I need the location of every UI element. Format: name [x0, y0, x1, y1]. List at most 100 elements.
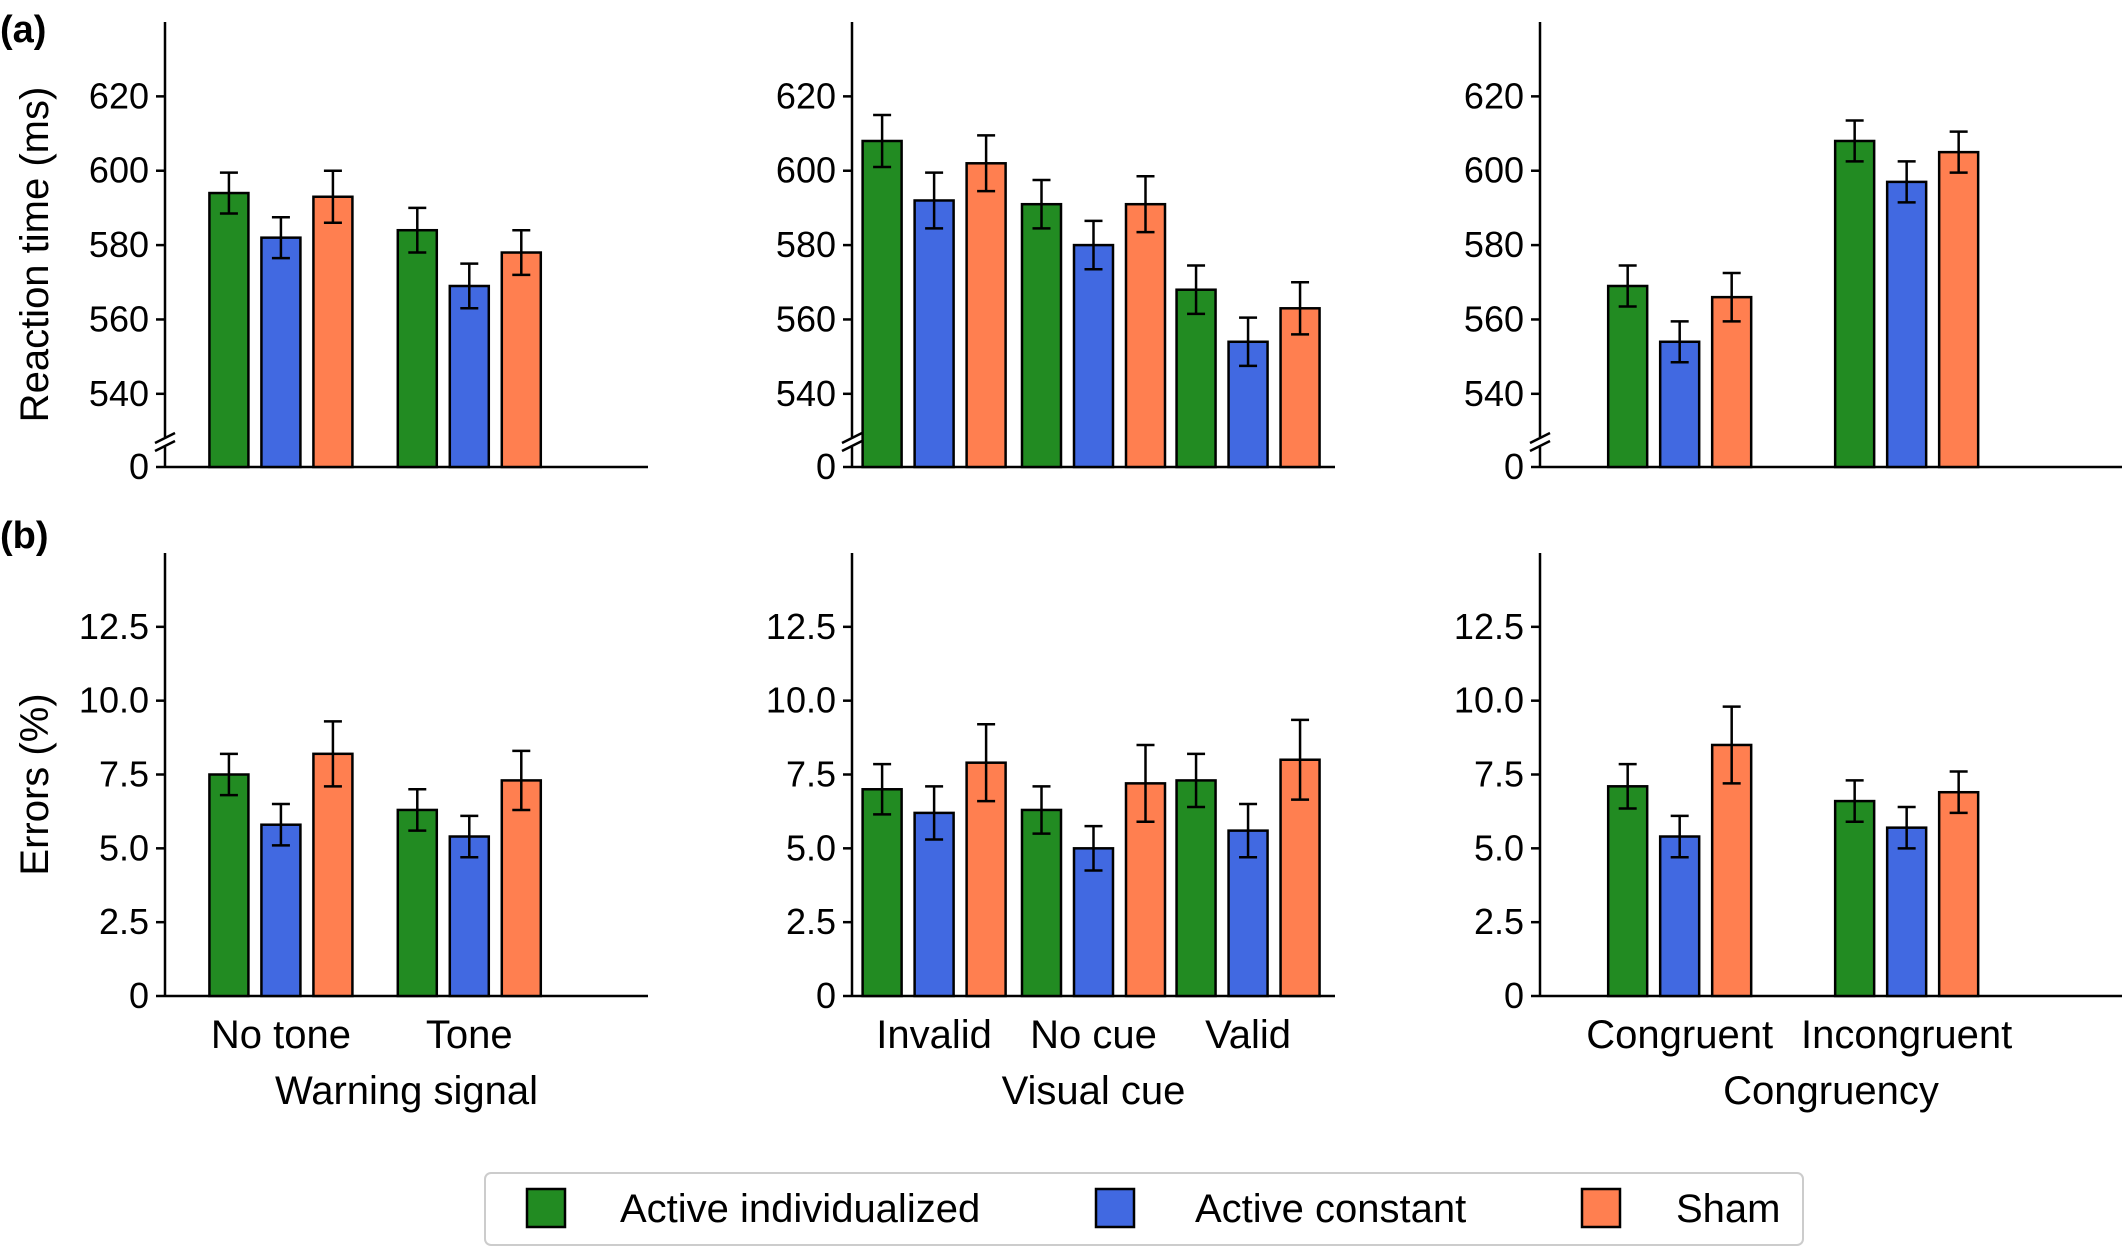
legend-label-active-individualized: Active individualized: [620, 1187, 980, 1231]
panel-a1-y-tick-label: 620: [89, 75, 149, 116]
panel-b1-bar-no-tone-2: [312, 752, 354, 998]
panel-a3-bar-incongruent-0: [1833, 139, 1876, 469]
panel-a2-bar-invalid-2: [965, 162, 1007, 469]
panel-a1-bar-tone-2: [500, 251, 543, 469]
panel-b1-y-tick-label: 5.0: [99, 827, 149, 868]
legend-label-sham: Sham: [1676, 1187, 1781, 1231]
panel-b1-x-tick-label: No tone: [211, 1013, 351, 1057]
legend-frame: [484, 1172, 1804, 1246]
panel-b1-bar-tone-0: [396, 808, 439, 998]
panel-b1-x-tick-label: Tone: [426, 1013, 513, 1057]
panel-b2-x-tick-label: Invalid: [876, 1013, 992, 1057]
panel-a2-y-tick-label: 0: [816, 446, 836, 487]
panel-a2-y-tick-label: 600: [776, 150, 836, 191]
panel-a2-bar-invalid-1: [913, 199, 955, 469]
panel-a3-y-tick-label: 540: [1464, 373, 1524, 414]
panel-a2-axis-break-mark-2: [841, 439, 863, 453]
panel-b2-y-tick-label: 12.5: [766, 606, 836, 647]
panel-b2-bar-invalid-0: [861, 788, 903, 998]
panel-b3-bar-incongruent-1: [1885, 826, 1928, 998]
panel-b2-x-tick-label: Valid: [1205, 1013, 1291, 1057]
panel-b2-y-tick-label: 5.0: [786, 827, 836, 868]
panel-b1-y-tick-label: 2.5: [99, 901, 149, 942]
panel-a3-axis-break-mark-1: [1529, 431, 1551, 445]
panel-b3-bar-incongruent-0: [1833, 799, 1876, 998]
panel-b3-bar-congruent-0: [1606, 785, 1649, 998]
panel-b1-y-tick-label: 0: [129, 975, 149, 1016]
panel-b2-y-tick-label: 10.0: [766, 680, 836, 721]
panel-a3-axis-break-mark-2: [1529, 439, 1551, 453]
panel-b1-bar-no-tone-0: [208, 773, 250, 998]
panel-a1-bar-no-tone-1: [260, 236, 302, 469]
panel-a1-axis-break-mark-2: [154, 439, 176, 453]
panel-b2-y-tick-label: 0: [816, 975, 836, 1016]
panel-b1-bar-tone-1: [448, 835, 491, 998]
panel-a1-y-tick-label: 600: [89, 150, 149, 191]
panel-a3-bar-incongruent-2: [1937, 150, 1980, 469]
panel-a2-axis-break-mark-1: [841, 431, 863, 445]
panel-b1-bar-no-tone-1: [260, 823, 302, 998]
panel-a1-y-tick-label: 560: [89, 298, 149, 339]
panel-a2-y-tick-label: 540: [776, 373, 836, 414]
panel-b3-bar-incongruent-2: [1937, 790, 1980, 998]
panel-a2-y-tick-label: 620: [776, 75, 836, 116]
panel-b2-x-axis-label: Visual cue: [1002, 1069, 1186, 1113]
panel-label-a: (a): [0, 9, 46, 51]
panel-a3-y-tick-label: 0: [1504, 446, 1524, 487]
panel-b1-bar-tone-2: [500, 779, 543, 998]
panel-b1-x-axis-label: Warning signal: [275, 1069, 538, 1113]
panel-a3-y-tick-label: 560: [1464, 298, 1524, 339]
panel-b3-y-tick-label: 0: [1504, 975, 1524, 1016]
panel-b2-bar-no-cue-0: [1020, 808, 1063, 998]
panel-b3-bar-congruent-2: [1710, 743, 1753, 998]
panel-a3-bar-incongruent-1: [1885, 180, 1928, 469]
panel-b2-bar-no-cue-1: [1072, 847, 1115, 998]
panel-b1-y-tick-label: 10.0: [79, 680, 149, 721]
panel-a3-y-tick-label: 580: [1464, 224, 1524, 265]
panel-a1-y-tick-label: 0: [129, 446, 149, 487]
panel-b1-y-axis-label: Errors (%): [13, 693, 57, 875]
legend: Active individualized Active constant Sh…: [484, 1172, 1804, 1246]
panel-b1-y-tick-label: 12.5: [79, 606, 149, 647]
panel-label-b: (b): [0, 515, 49, 557]
panel-b3-y-tick-label: 7.5: [1474, 754, 1524, 795]
panel-a2-y-tick-label: 560: [776, 298, 836, 339]
panel-b3-x-tick-label: Congruent: [1586, 1013, 1773, 1057]
panel-b1-y-tick-label: 7.5: [99, 754, 149, 795]
legend-swatch-sham: [1580, 1187, 1622, 1229]
panel-b2-x-tick-label: No cue: [1030, 1013, 1157, 1057]
panel-a1-y-axis-label: Reaction time (ms): [13, 87, 57, 423]
panel-a1-bar-tone-1: [448, 284, 491, 469]
panel-a1-bar-no-tone-0: [208, 191, 250, 469]
panel-b3-x-tick-label: Incongruent: [1801, 1013, 2012, 1057]
panel-b3-y-tick-label: 12.5: [1454, 606, 1524, 647]
plots-layer: 0 540 560 580 600 620 Reaction time (ms) 0 540 56…: [13, 22, 2122, 1113]
panel-a1-bar-tone-0: [396, 228, 439, 469]
panel-a1-y-tick-label: 580: [89, 224, 149, 265]
panel-b3-y-tick-label: 10.0: [1454, 680, 1524, 721]
panel-a2-bar-valid-0: [1175, 288, 1217, 469]
panel-b3-y-tick-label: 2.5: [1474, 901, 1524, 942]
panel-a3-bar-congruent-2: [1710, 295, 1753, 469]
panel-b3-y-tick-label: 5.0: [1474, 827, 1524, 868]
panel-a2-bar-no-cue-2: [1124, 202, 1167, 469]
panel-a2-bar-no-cue-0: [1020, 202, 1063, 469]
legend-label-active-constant: Active constant: [1195, 1187, 1466, 1231]
panel-a2-bar-invalid-0: [861, 139, 903, 469]
panel-a3-y-tick-label: 600: [1464, 150, 1524, 191]
panel-a3-bar-congruent-0: [1606, 284, 1649, 469]
panel-b2-y-tick-label: 2.5: [786, 901, 836, 942]
panel-a3-y-tick-label: 620: [1464, 75, 1524, 116]
legend-swatch-active-individualized: [525, 1187, 567, 1229]
panel-a2-bar-no-cue-1: [1072, 243, 1115, 469]
panel-a2-y-tick-label: 580: [776, 224, 836, 265]
panel-a1-y-tick-label: 540: [89, 373, 149, 414]
panel-a1-axis-break-mark-1: [154, 431, 176, 445]
panel-b3-x-axis-label: Congruency: [1723, 1069, 1939, 1113]
legend-swatch-active-constant: [1094, 1187, 1136, 1229]
panel-b3-bar-congruent-1: [1658, 835, 1701, 998]
panel-b2-bar-invalid-1: [913, 811, 955, 998]
panel-b2-bar-valid-0: [1175, 779, 1217, 998]
panel-a1-bar-no-tone-2: [312, 195, 354, 469]
